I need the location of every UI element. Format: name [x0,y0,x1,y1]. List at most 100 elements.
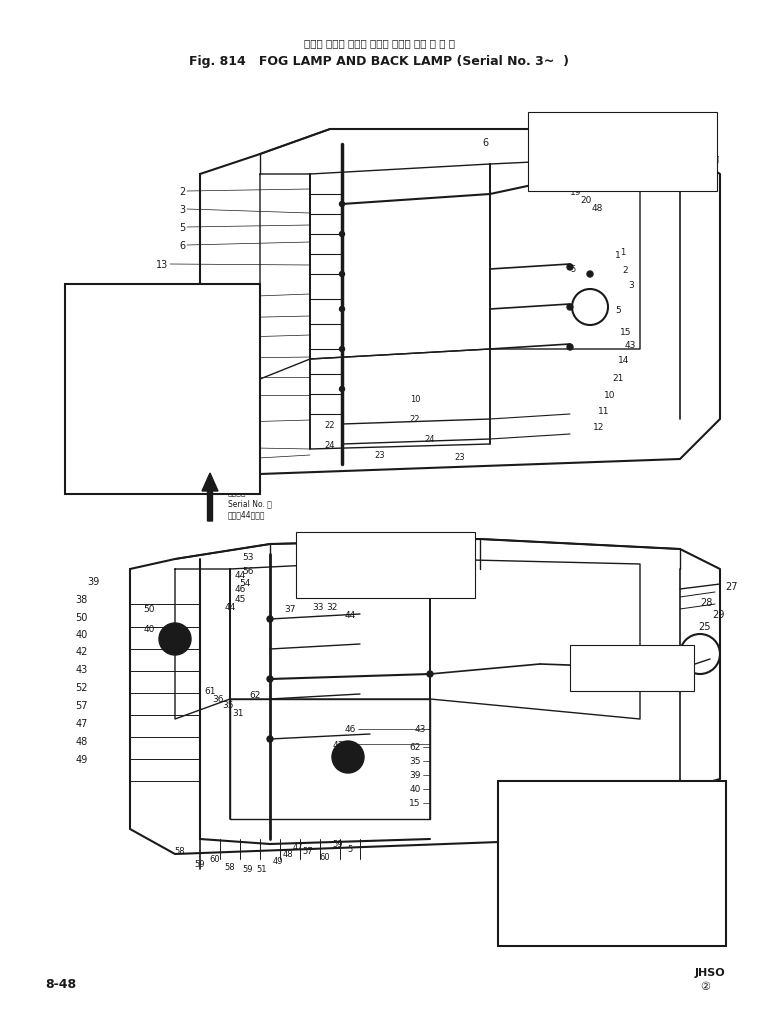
Text: 15: 15 [620,328,631,337]
Text: 2: 2 [622,265,628,274]
Text: 32: 32 [326,603,337,612]
Text: 14: 14 [618,355,629,364]
Text: CAB (390-906575-1) ONLY: CAB (390-906575-1) ONLY [535,153,627,160]
Text: フォグ ランプ: フォグ ランプ [303,538,333,547]
Text: 52: 52 [76,682,88,693]
Text: 44: 44 [234,571,246,580]
Text: ②: ② [700,981,710,991]
Text: 1: 1 [615,251,621,259]
Text: 6: 6 [482,137,488,148]
Text: キャブ（２人乗り）用: キャブ（２人乗り）用 [303,559,346,566]
Text: 58: 58 [174,846,185,855]
Text: 50: 50 [143,605,155,614]
Text: 5: 5 [615,305,621,314]
Text: 56: 56 [243,567,254,576]
Text: 60: 60 [320,852,330,861]
Text: 38: 38 [76,594,88,605]
Bar [65,285,260,494]
Text: 用: 用 [715,155,719,162]
Text: 54: 54 [240,579,251,588]
Text: 42: 42 [76,646,88,656]
Text: 24: 24 [324,440,335,449]
Text: 44: 44 [224,603,236,612]
Text: 25: 25 [162,335,175,345]
Text: 59: 59 [333,840,343,848]
Text: 10: 10 [410,395,420,404]
Circle shape [340,202,344,207]
Text: 18: 18 [163,295,175,304]
Circle shape [340,307,344,312]
Circle shape [340,272,344,277]
Text: 10: 10 [163,355,175,365]
Text: 46: 46 [118,409,130,420]
Text: 45: 45 [234,594,246,604]
Circle shape [267,676,273,682]
FancyArrow shape [202,473,218,522]
Text: 50A: 50A [75,309,94,319]
Text: 7: 7 [595,148,601,157]
Text: 40: 40 [409,785,421,794]
Text: 62: 62 [409,743,421,752]
Text: 39: 39 [409,770,421,779]
Text: 20: 20 [580,195,591,204]
Text: 23: 23 [374,450,385,459]
Circle shape [567,304,573,310]
Text: 11: 11 [598,407,609,417]
Text: 57: 57 [302,846,313,855]
Text: 9: 9 [575,142,581,151]
Text: 43: 43 [415,725,426,734]
Text: 53: 53 [243,553,254,562]
Text: 49: 49 [273,856,283,865]
Text: 36: 36 [212,695,224,704]
FancyBboxPatch shape [570,645,694,692]
Text: 59: 59 [243,864,253,874]
Text: 8: 8 [605,158,611,167]
Text: 34: 34 [299,589,311,599]
Text: （昭和44年～）: （昭和44年～） [228,510,265,519]
Text: BACK LAMP: BACK LAMP [577,663,631,672]
Text: 3: 3 [179,205,185,214]
Text: 49: 49 [76,754,88,764]
Text: 60: 60 [210,854,221,863]
Text: 29: 29 [712,610,725,620]
Text: 43: 43 [625,340,637,349]
Text: 6: 6 [179,241,185,251]
Text: 35: 35 [222,701,233,710]
Circle shape [340,347,344,352]
Circle shape [340,233,344,238]
Text: 1: 1 [620,248,625,257]
Text: 64: 64 [75,347,87,357]
Circle shape [567,265,573,271]
Text: 62: 62 [249,690,261,699]
Circle shape [340,387,344,392]
Text: 59: 59 [195,859,205,868]
Text: 24: 24 [424,435,435,444]
Text: 44: 44 [208,389,221,399]
Circle shape [587,272,593,278]
Text: Fig. 814   FOG LAMP AND BACK LAMP (Serial No. 3~  ): Fig. 814 FOG LAMP AND BACK LAMP (Serial … [189,55,569,68]
Text: 43: 43 [112,427,124,437]
Text: 63: 63 [75,330,87,340]
Text: 51: 51 [257,864,268,874]
Text: 42: 42 [75,364,87,374]
Circle shape [159,624,191,655]
Text: 40: 40 [143,625,155,633]
Text: 68: 68 [636,796,648,805]
Circle shape [267,736,273,742]
Text: フォグ ランプ: フォグ ランプ [535,118,565,126]
Text: 24: 24 [188,443,200,453]
Text: 10: 10 [604,391,615,400]
Text: 22: 22 [410,416,420,424]
Text: 3: 3 [628,280,634,289]
Text: フォグ ランプ および バック ランプ （適 用 号 機: フォグ ランプ および バック ランプ （適 用 号 機 [303,38,455,48]
Text: 19: 19 [570,187,581,196]
Text: 61: 61 [204,686,216,696]
Text: 46: 46 [344,725,356,734]
Text: 17: 17 [580,173,591,182]
Text: 57: 57 [76,701,88,711]
Text: 5: 5 [179,222,185,233]
Text: 22: 22 [324,421,335,429]
Text: 23: 23 [227,455,240,464]
Text: 2: 2 [179,187,185,197]
Circle shape [567,345,573,351]
